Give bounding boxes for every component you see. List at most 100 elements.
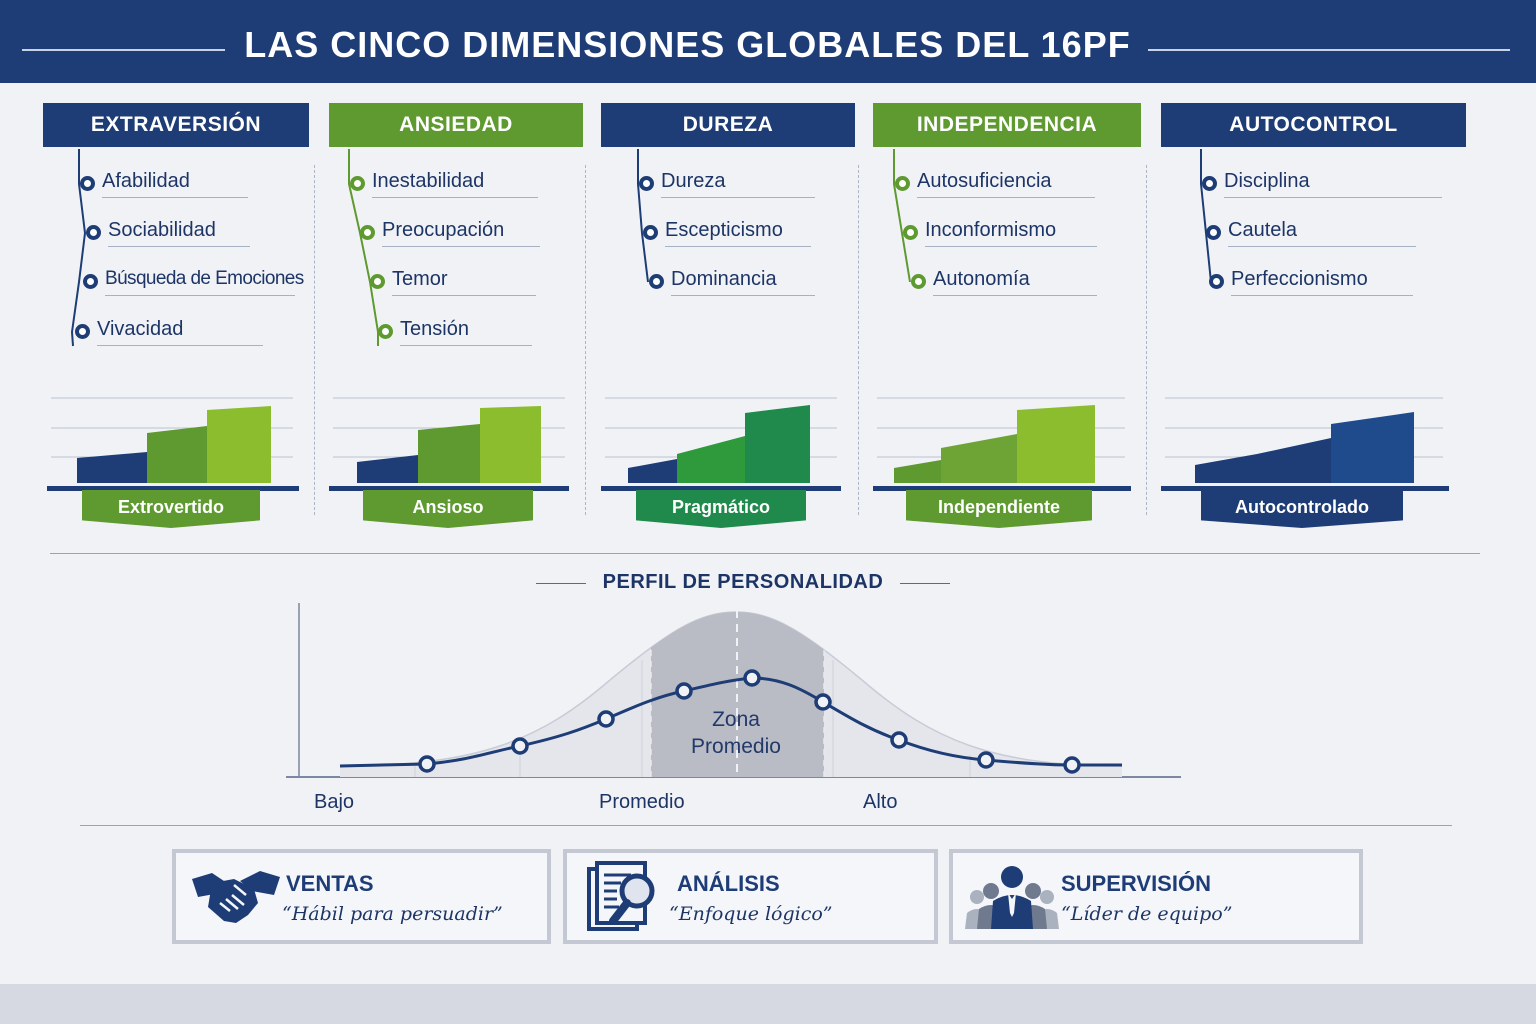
factor-label: Sociabilidad — [108, 219, 216, 241]
mini-bars — [47, 397, 299, 491]
curve-points — [418, 669, 1081, 774]
bullet-icon — [649, 274, 664, 289]
page-title: LAS CINCO DIMENSIONES GLOBALES DEL 16PF — [244, 24, 1131, 65]
bullet-icon — [1202, 176, 1217, 191]
bullet-icon — [80, 176, 95, 191]
bullet-icon — [86, 225, 101, 240]
factor-label: Inestabilidad — [372, 170, 485, 192]
mini-chart-extraversion: Extrovertido — [47, 390, 299, 528]
factor-label: Disciplina — [1224, 170, 1310, 192]
factor-label: Afabilidad — [102, 170, 190, 192]
column-separator — [585, 165, 586, 515]
factor-list: Afabilidad Sociabilidad Búsqueda de Emoc… — [43, 149, 309, 399]
card-ventas: VENTAS “Hábil para persuadir” — [172, 849, 551, 944]
title-rule — [536, 583, 586, 584]
handshake-icon — [190, 863, 282, 938]
header-bar: LAS CINCO DIMENSIONES GLOBALES DEL 16PF — [0, 0, 1536, 83]
axis-label-high: Alto — [863, 791, 898, 813]
average-zone-label: Zona Promedio — [660, 706, 812, 760]
bullet-icon — [1209, 274, 1224, 289]
dimension-ansiedad: ANSIEDAD Inestabilidad Preocupación Temo… — [329, 103, 583, 346]
dimension-title: AUTOCONTROL — [1161, 103, 1466, 147]
profile-title-text: PERFIL DE PERSONALIDAD — [602, 571, 884, 593]
card-title: SUPERVISIÓN — [1061, 871, 1211, 896]
factor-label: Autonomía — [933, 268, 1030, 290]
dimension-extraversion: EXTRAVERSIÓN Afabilidad Sociabilidad Bús… — [43, 103, 309, 347]
mini-chart-dureza: Pragmático — [601, 390, 841, 528]
bullet-icon — [350, 176, 365, 191]
zone-label-line1: Zona — [712, 708, 760, 731]
mini-chart-independencia: Independiente — [873, 390, 1131, 528]
factor-label: Perfeccionismo — [1231, 268, 1368, 290]
factor-label: Escepticismo — [665, 219, 783, 241]
card-subtitle: “Hábil para persuadir” — [282, 903, 503, 925]
axis-label-low: Bajo — [314, 791, 355, 813]
factor-list: Inestabilidad Preocupación Temor Tensión — [329, 149, 583, 399]
card-analisis: ANÁLISIS “Enfoque lógico” — [563, 849, 938, 944]
factor-label: Tensión — [400, 318, 469, 340]
section-divider — [50, 553, 1480, 554]
factor-connector — [1200, 149, 1212, 283]
footer-bar — [0, 984, 1536, 1024]
result-badge: Autocontrolado — [1201, 490, 1403, 528]
bullet-icon — [378, 324, 393, 339]
factor-list: Dureza Escepticismo Dominancia — [601, 149, 855, 399]
document-magnifier-icon — [587, 861, 665, 938]
dimension-independencia: INDEPENDENCIA Autosuficiencia Inconformi… — [873, 103, 1141, 296]
factor-label: Preocupación — [382, 219, 505, 241]
header-rule-right — [1148, 49, 1510, 51]
dimension-autocontrol: AUTOCONTROL Disciplina Cautela Perfeccio… — [1161, 103, 1466, 296]
zone-label-line2: Promedio — [691, 735, 781, 758]
mini-bars — [601, 397, 841, 491]
factor-label: Búsqueda de Emociones — [105, 268, 304, 289]
factor-label: Temor — [392, 268, 448, 290]
dimension-title: DUREZA — [601, 103, 855, 147]
dimension-title: INDEPENDENCIA — [873, 103, 1141, 147]
section-divider — [80, 825, 1452, 826]
bell-curve-svg — [286, 603, 1181, 778]
bell-curve-chart — [280, 600, 1190, 795]
bullet-icon — [639, 176, 654, 191]
dimension-dureza: DUREZA Dureza Escepticismo Dominancia — [601, 103, 855, 296]
factor-label: Dominancia — [671, 268, 777, 290]
bullet-icon — [83, 274, 98, 289]
dimension-title: EXTRAVERSIÓN — [43, 103, 309, 147]
profile-title: PERFIL DE PERSONALIDAD — [536, 571, 950, 594]
bullet-icon — [1206, 225, 1221, 240]
mini-chart-ansiedad: Ansioso — [329, 390, 569, 528]
column-separator — [858, 165, 859, 515]
factor-label: Inconformismo — [925, 219, 1057, 241]
factor-list: Autosuficiencia Inconformismo Autonomía — [873, 149, 1141, 399]
result-badge: Independiente — [906, 490, 1092, 528]
result-badge: Pragmático — [636, 490, 806, 528]
card-title: ANÁLISIS — [677, 871, 780, 896]
dimension-title: ANSIEDAD — [329, 103, 583, 147]
card-title: VENTAS — [286, 871, 374, 896]
factor-connector — [70, 149, 87, 347]
axis-label-mid: Promedio — [599, 791, 685, 813]
mini-chart-autocontrol: Autocontrolado — [1161, 390, 1449, 528]
mini-bars — [329, 397, 569, 491]
bullet-icon — [370, 274, 385, 289]
factor-connector — [637, 149, 649, 283]
team-leader-icon — [965, 861, 1059, 938]
bullet-icon — [895, 176, 910, 191]
card-subtitle: “Líder de equipo” — [1061, 903, 1233, 925]
mini-bars — [1161, 397, 1449, 491]
result-badge: Extrovertido — [82, 490, 260, 528]
bullet-icon — [643, 225, 658, 240]
factor-label: Dureza — [661, 170, 726, 192]
factor-label: Vivacidad — [97, 318, 184, 340]
result-badge: Ansioso — [363, 490, 533, 528]
card-supervision: SUPERVISIÓN “Líder de equipo” — [949, 849, 1363, 944]
bullet-icon — [360, 225, 375, 240]
column-separator — [314, 165, 315, 515]
column-separator — [1146, 165, 1147, 515]
mini-bars — [873, 397, 1131, 491]
header-rule-left — [22, 49, 225, 51]
bullet-icon — [903, 225, 918, 240]
factor-connector — [893, 149, 911, 283]
factor-label: Cautela — [1228, 219, 1297, 241]
factor-list: Disciplina Cautela Perfeccionismo — [1161, 149, 1466, 399]
title-rule — [900, 583, 950, 584]
